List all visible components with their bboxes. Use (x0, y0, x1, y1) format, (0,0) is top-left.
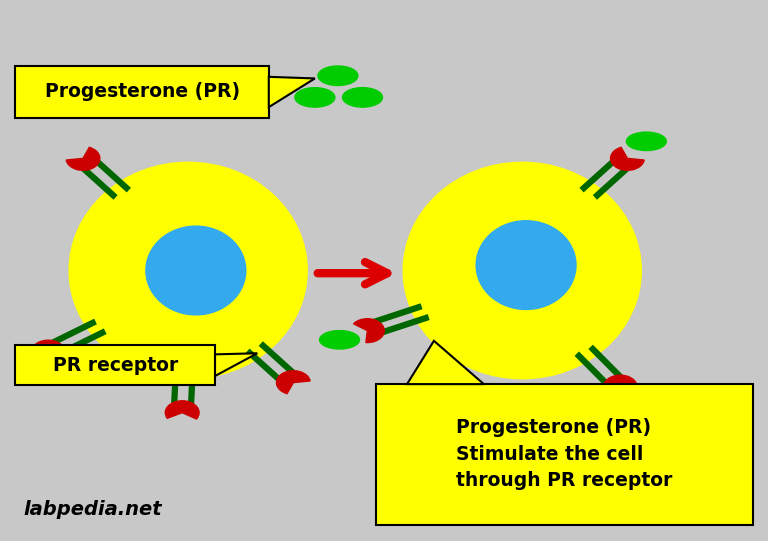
Polygon shape (407, 341, 484, 384)
Ellipse shape (476, 221, 576, 309)
Polygon shape (269, 77, 315, 107)
FancyBboxPatch shape (15, 67, 269, 118)
Ellipse shape (618, 395, 658, 414)
Polygon shape (215, 353, 257, 376)
Ellipse shape (403, 162, 641, 379)
Text: Progesterone (PR)
Stimulate the cell
through PR receptor: Progesterone (PR) Stimulate the cell thr… (456, 418, 673, 491)
Wedge shape (165, 401, 199, 419)
FancyBboxPatch shape (15, 345, 215, 385)
Text: PR receptor: PR receptor (52, 355, 178, 375)
Wedge shape (604, 375, 637, 398)
FancyBboxPatch shape (376, 384, 753, 525)
Text: Progesterone (PR): Progesterone (PR) (45, 82, 240, 102)
Wedge shape (33, 340, 65, 364)
Ellipse shape (343, 88, 382, 107)
Wedge shape (66, 147, 100, 170)
Ellipse shape (627, 132, 667, 150)
Wedge shape (353, 319, 384, 342)
Text: labpedia.net: labpedia.net (23, 500, 162, 519)
Ellipse shape (295, 88, 335, 107)
Ellipse shape (318, 66, 358, 85)
Wedge shape (276, 371, 310, 394)
Ellipse shape (319, 331, 359, 349)
Ellipse shape (69, 162, 307, 379)
Wedge shape (611, 147, 644, 170)
Ellipse shape (146, 226, 246, 315)
